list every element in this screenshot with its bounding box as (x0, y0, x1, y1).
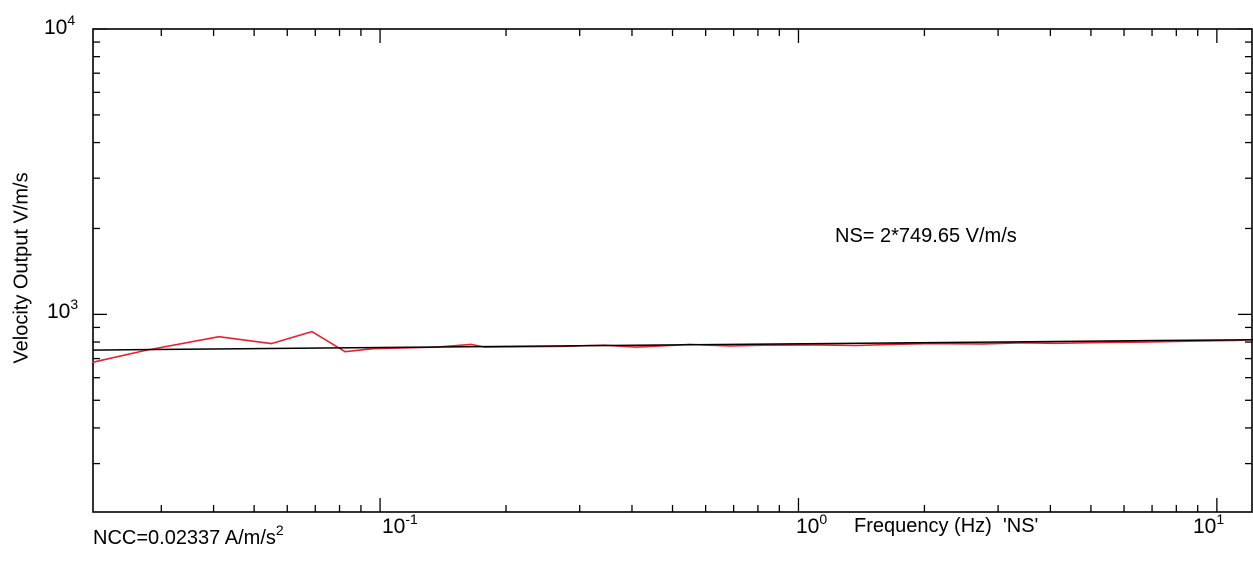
ncc-label: NCC=0.02337 A/m/s2 (93, 523, 284, 550)
series-0-point-2 (218, 335, 220, 338)
x-tick-0-exp: -1 (405, 511, 418, 527)
y-tick-1-exp: 4 (67, 12, 76, 28)
series-0-point-9 (470, 343, 472, 346)
series-0-point-4 (311, 330, 313, 333)
series-line-0 (92, 330, 1253, 363)
x-axis-label: Frequency (Hz) 'NS' (854, 515, 1038, 538)
x-tick-label-0: 10-1 (382, 512, 418, 539)
series-0-point-18 (815, 344, 817, 346)
x-tick-1-exp: 0 (819, 511, 828, 527)
x-tick-label-1: 100 (796, 512, 827, 539)
series-0-point-26 (1147, 341, 1150, 343)
x-axis-title: Frequency (Hz) (854, 515, 992, 537)
y-tick-label-0: 103 (47, 297, 78, 324)
y-tick-1-base: 10 (44, 16, 68, 39)
x-tick-2-exp: 1 (1216, 511, 1225, 527)
x-tick-0-base: 10 (382, 515, 406, 538)
series-0-point-19 (854, 344, 857, 347)
series-0-point-20 (888, 343, 891, 346)
y-axis-label: Velocity Output V/m/s (10, 172, 33, 364)
x-tick-label-2: 101 (1193, 512, 1224, 539)
y-tick-label-1: 104 (44, 13, 75, 40)
series-0-point-16 (729, 345, 732, 347)
ncc-text: NCC=0.02337 A/m/s (93, 527, 276, 549)
series-0-point-22 (981, 343, 984, 345)
series-0-point-3 (270, 342, 273, 345)
series-line-1 (92, 338, 1253, 351)
series-0-point-25 (1107, 341, 1109, 344)
y-tick-0-exp: 3 (70, 296, 79, 312)
annotation-ns: NS= 2*749.65 V/m/s (835, 225, 1017, 247)
series-0-point-14 (636, 346, 639, 348)
plot-frame (92, 28, 1253, 513)
ncc-exp: 2 (275, 522, 284, 538)
x-tick-1-base: 10 (796, 515, 820, 538)
x-tick-2-base: 10 (1193, 515, 1217, 538)
series-0-point-5 (344, 350, 346, 353)
series-0-point-24 (1054, 342, 1057, 345)
x-axis-suffix: 'NS' (1002, 515, 1039, 537)
y-tick-0-base: 10 (47, 300, 71, 323)
series-0-point-0 (92, 361, 94, 364)
